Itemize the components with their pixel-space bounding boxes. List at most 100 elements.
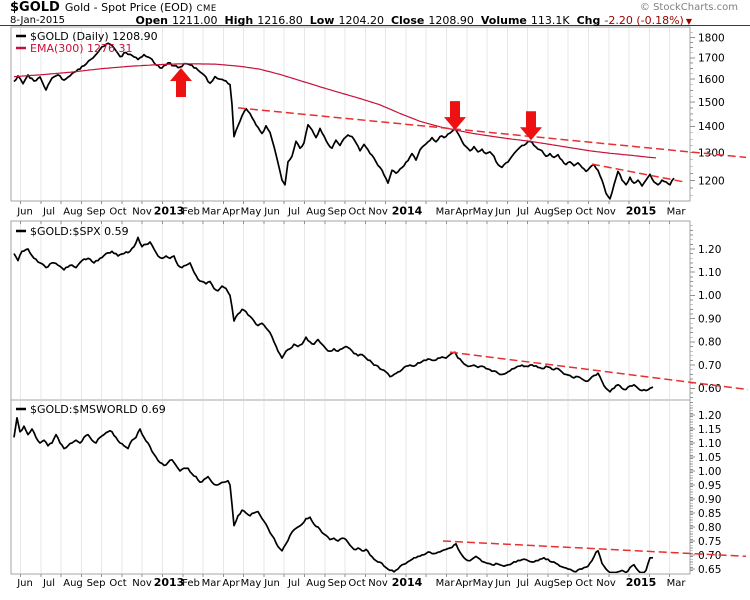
y-axis-tick-label: 1.10 <box>698 267 721 279</box>
y-axis-tick-label: 1.20 <box>698 410 721 422</box>
x-axis-month-label: Sep <box>554 207 573 218</box>
quote-label: Chg <box>576 14 601 27</box>
x-axis-month-label: Jul <box>287 578 300 589</box>
x-axis-month-label: Jun <box>494 207 511 218</box>
chart-canvas: 1800170016001500140013001200$GOLD (Daily… <box>10 26 749 589</box>
x-axis-month-label: Jun <box>263 578 280 589</box>
legend-label: $GOLD:$MSWORLD 0.69 <box>30 403 166 416</box>
panel-gold-msworld: 1.20 1.15 1.10 1.05 1.00 0.95 0.90 0.85 0.80 0.75… <box>10 399 747 576</box>
quote-value: 113.1K <box>530 14 570 27</box>
annotation-arrow-down-icon <box>444 101 466 131</box>
y-axis-tick-label: 1.15 <box>698 424 721 436</box>
quote-value: -2.20 (-0.18%) <box>604 14 684 27</box>
legend-label: $GOLD:$SPX 0.59 <box>30 225 129 238</box>
symbol: $GOLD <box>10 0 60 15</box>
x-axis-month-label: Aug <box>534 207 554 218</box>
gold-ema300-line <box>13 63 657 159</box>
x-axis-month-label: Oct <box>109 207 126 218</box>
y-axis-tick-label: 1600 <box>698 74 725 86</box>
y-axis-tick-label: 1.10 <box>698 438 721 450</box>
x-axis-month-label: Aug <box>63 207 83 218</box>
x-axis-month-label: May <box>473 207 494 218</box>
x-axis-month-label: Sep <box>328 578 347 589</box>
x-axis-month-label: Nov <box>596 207 616 218</box>
x-axis-month-label: Mar <box>667 578 687 589</box>
x-axis-month-label: Oct <box>348 578 365 589</box>
y-axis-tick-label: 0.90 <box>698 494 721 506</box>
y-axis-tick-label: 1800 <box>698 33 725 45</box>
y-axis-tick-label: 1.05 <box>698 452 721 464</box>
x-axis-month-label: Oct <box>348 207 365 218</box>
x-axis-month-label: Nov <box>132 578 152 589</box>
trendline-dashed <box>442 540 747 558</box>
header-quote-row: 8-Jan-2015 Open 1211.00 High 1216.80 Low 1204… <box>0 15 750 27</box>
x-axis-month-label: May <box>473 578 494 589</box>
x-axis-month-label: Jul <box>42 207 55 218</box>
trendline-dashed <box>591 163 685 183</box>
quote-value: 1211.00 <box>172 14 218 27</box>
annotation-arrow-up-icon <box>170 68 192 97</box>
trendline-dashed <box>449 351 749 391</box>
trendline-dashed <box>237 107 747 159</box>
x-axis-month-label: Jun <box>16 207 33 218</box>
chart-date: 8-Jan-2015 <box>10 15 65 26</box>
x-axis-month-label: Jun <box>494 578 511 589</box>
y-axis-tick-label: 0.80 <box>698 337 721 349</box>
x-axis-month-label: Mar <box>667 207 687 218</box>
x-axis-month-label: Oct <box>109 578 126 589</box>
x-axis-month-label: Mar <box>202 207 222 218</box>
quote-label: High <box>224 14 254 27</box>
x-axis-month-label: Apr <box>222 578 240 589</box>
gold-price-line <box>13 42 675 200</box>
x-axis-month-label: Aug <box>306 207 326 218</box>
y-axis-tick-label: 1.00 <box>698 466 721 478</box>
x-axis-year-label: 2013 <box>154 205 185 218</box>
x-axis-month-label: Aug <box>306 578 326 589</box>
copyright: © StockCharts.com <box>639 2 738 13</box>
y-axis-tick-label: 0.95 <box>698 480 721 492</box>
x-axis-year-label: 2015 <box>626 205 657 218</box>
gold-msworld-ratio-line <box>13 416 653 573</box>
x-axis-month-label: Jul <box>287 207 300 218</box>
y-axis-tick-label: 1500 <box>698 97 725 109</box>
panel-gold-spx: 1.20 1.10 1.00 0.90 0.80 0.70 0.60 $GOLD:$SPX 0… <box>10 220 749 401</box>
quote-label: Open <box>135 14 169 27</box>
x-axis-month-label: Apr <box>222 207 240 218</box>
chart-header: © StockCharts.com $GOLD Gold - Spot Price… <box>0 0 750 26</box>
x-axis-month-label: May <box>241 207 262 218</box>
quote-value: 1208.90 <box>428 14 474 27</box>
legend-label: $GOLD (Daily) 1208.90 <box>30 30 158 43</box>
x-axis-month-label: Jun <box>263 207 280 218</box>
x-axis-month-label: Feb <box>182 578 200 589</box>
x-axis-month-label: Jul <box>516 578 529 589</box>
x-axis-month-label: Apr <box>455 207 473 218</box>
y-axis-tick-label: 0.80 <box>698 522 721 534</box>
quote-label: Volume <box>480 14 527 27</box>
x-axis-month-label: Oct <box>575 578 592 589</box>
y-axis-tick-label: 0.70 <box>698 360 721 372</box>
legend-label: EMA(300) 1276.31 <box>30 42 133 55</box>
x-axis-month-label: Jul <box>516 207 529 218</box>
y-axis-tick-label: 0.70 <box>698 550 721 562</box>
y-axis-tick-label: 0.65 <box>698 564 721 576</box>
x-axis-month-label: Nov <box>596 578 616 589</box>
quote-value: 1204.20 <box>338 14 384 27</box>
x-axis-month-label: Sep <box>87 578 106 589</box>
x-axis-month-label: Mar <box>436 207 456 218</box>
quote-label: Low <box>309 14 335 27</box>
x-axis-month-label: Aug <box>534 578 554 589</box>
y-axis-tick-label: 0.85 <box>698 508 721 520</box>
quote-value: 1216.80 <box>257 14 303 27</box>
change-down-triangle-icon: ▼ <box>685 17 692 26</box>
x-axis-month-label: Mar <box>436 578 456 589</box>
y-axis-tick-label: 1.00 <box>698 290 721 302</box>
x-axis-year-label: 2014 <box>392 576 423 589</box>
page-title: Gold - Spot Price (EOD) <box>64 1 193 14</box>
x-axis-month-label: Mar <box>202 578 222 589</box>
x-axis-month-label: Sep <box>87 207 106 218</box>
y-axis-tick-label: 0.90 <box>698 314 721 326</box>
x-axis-year-label: 2013 <box>154 576 185 589</box>
exchange-label: CME <box>196 4 217 14</box>
x-axis-month-label: Feb <box>182 207 200 218</box>
